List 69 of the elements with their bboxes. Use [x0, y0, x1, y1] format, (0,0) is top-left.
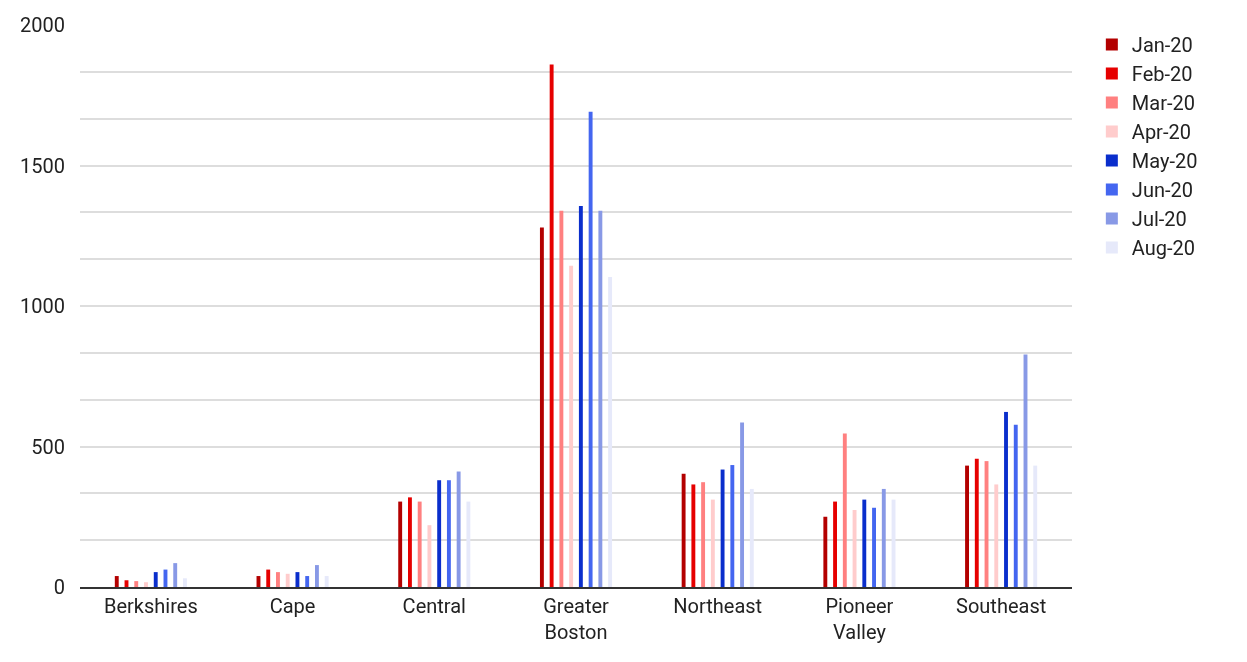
bar [446, 480, 451, 587]
bar [559, 210, 564, 587]
bar [1004, 411, 1008, 587]
bar [578, 205, 583, 587]
y-tick-label: 2000 [20, 13, 65, 37]
bar [842, 433, 847, 587]
bar [437, 480, 442, 587]
bar [295, 572, 300, 587]
bar [1033, 465, 1038, 587]
bar [852, 510, 857, 587]
bar [285, 573, 290, 587]
legend-label: May-20 [1131, 149, 1198, 174]
bar [417, 501, 422, 587]
bar [549, 64, 554, 587]
bar [1013, 424, 1018, 587]
x-tick-label: Berkshires [104, 594, 198, 618]
bar [398, 501, 403, 587]
bar [173, 563, 178, 587]
x-tick-label: Northeast [673, 594, 763, 618]
bar [153, 572, 158, 587]
y-tick-label: 500 [31, 434, 65, 459]
bar [314, 565, 319, 587]
x-tick-label: Cape [269, 594, 316, 618]
x-tick-label: Pioneer Valley [825, 594, 894, 644]
legend-label: Apr-20 [1131, 120, 1191, 145]
bar [608, 277, 613, 587]
bar [833, 501, 838, 587]
legend-label: Jul-20 [1131, 207, 1187, 232]
y-tick-label: 1500 [20, 153, 65, 178]
bar [862, 499, 867, 587]
bar [305, 576, 310, 587]
bar [730, 465, 735, 587]
bar [134, 581, 139, 587]
bar [994, 484, 999, 587]
bar [407, 497, 412, 587]
y-tick-label: 0 [53, 575, 65, 599]
bar [720, 469, 725, 587]
bar [144, 582, 148, 587]
bar [466, 501, 471, 587]
legend-label: Aug-20 [1131, 236, 1196, 261]
bar [569, 265, 574, 587]
x-tick-label: Central [402, 594, 466, 618]
legend-label: Mar-20 [1131, 91, 1195, 116]
bar [324, 576, 329, 587]
bar [588, 111, 593, 587]
bar [539, 227, 544, 587]
bar [823, 516, 828, 587]
bar [266, 569, 271, 587]
legend-label: Jan-20 [1131, 33, 1193, 58]
legend-label: Jun-20 [1131, 178, 1193, 203]
bar [710, 499, 715, 587]
bar [749, 488, 754, 587]
bar [114, 576, 119, 587]
bar [881, 488, 886, 587]
bar [701, 482, 706, 587]
bar [965, 465, 969, 587]
bar [276, 572, 280, 587]
x-tick-label: Southeast [956, 594, 1047, 618]
bar [427, 525, 432, 587]
bar [681, 473, 686, 587]
bar [872, 507, 876, 587]
bar [691, 484, 696, 587]
bar [456, 471, 461, 587]
bar [974, 458, 979, 587]
x-tick-label: Greater Boston [543, 594, 610, 644]
bar [598, 210, 603, 587]
y-tick-label: 1000 [20, 294, 65, 318]
bar [740, 422, 745, 587]
legend-label: Feb-20 [1131, 62, 1193, 87]
